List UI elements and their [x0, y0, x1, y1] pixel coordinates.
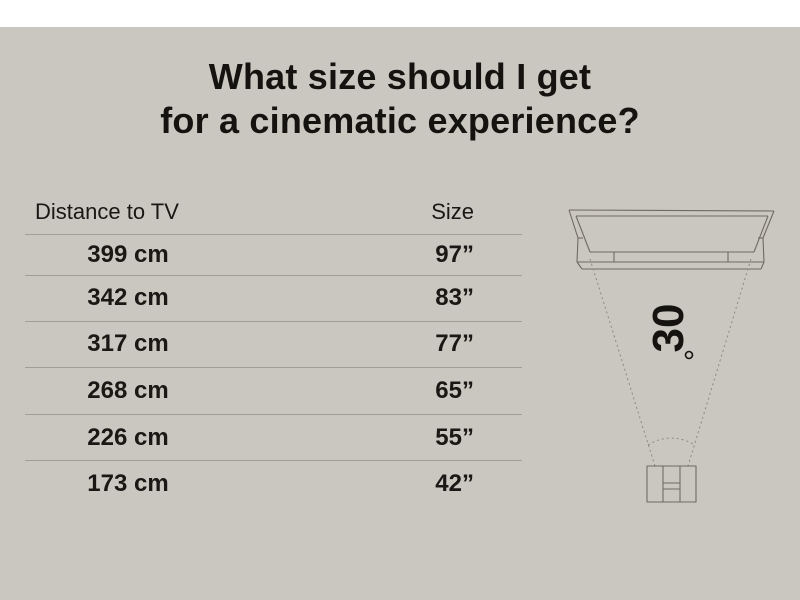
svg-text:30: 30	[644, 304, 693, 353]
